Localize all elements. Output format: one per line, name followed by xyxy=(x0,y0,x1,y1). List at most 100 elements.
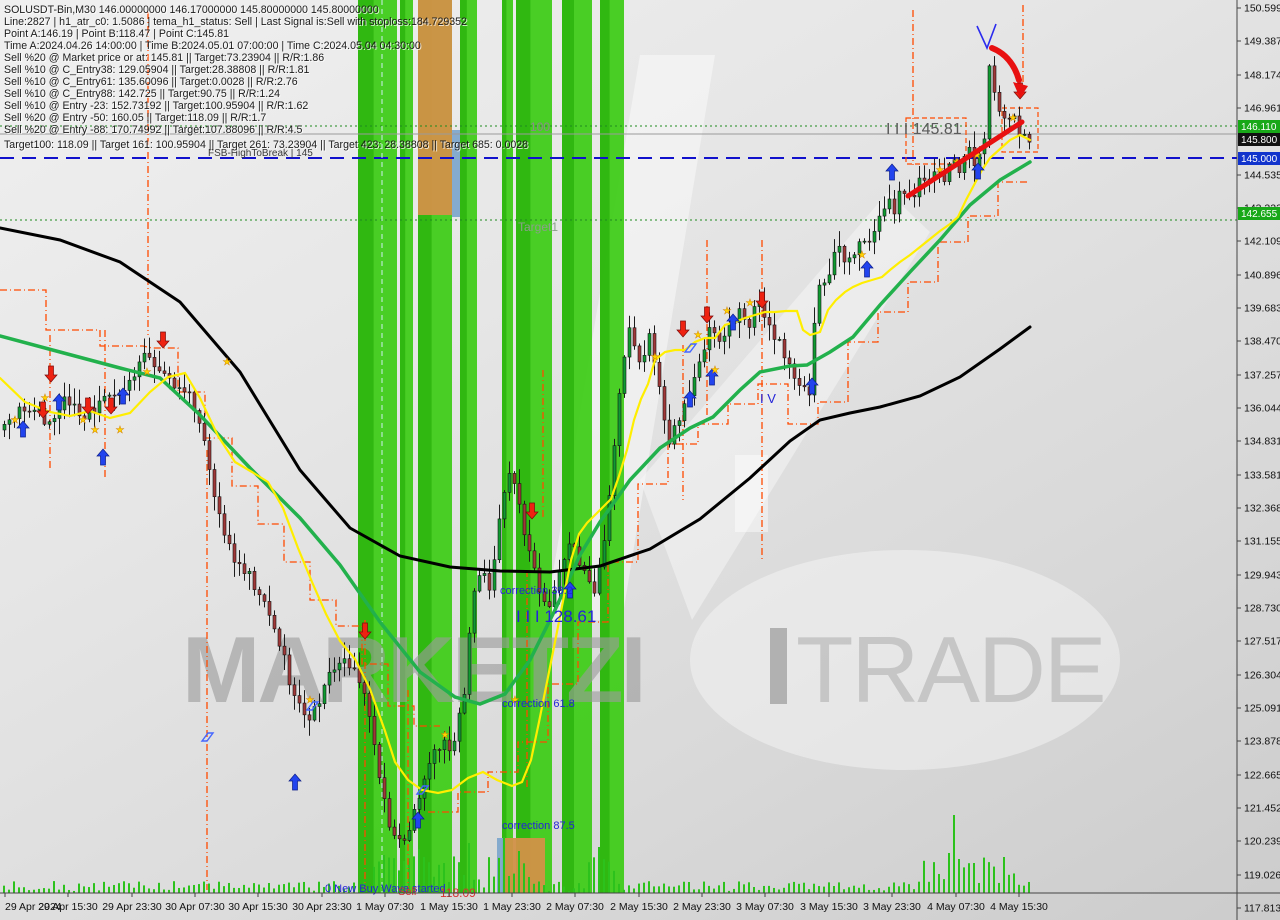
price-axis-label: 123.878 xyxy=(1244,736,1280,748)
open-trade-icon xyxy=(415,785,430,795)
price-axis-label: 131.155 xyxy=(1244,536,1280,548)
time-axis-label: 3 May 15:30 xyxy=(800,901,858,913)
watermark-divider-bar xyxy=(770,628,787,704)
open-trade-icon xyxy=(683,343,698,353)
star-icon: ★ xyxy=(746,298,755,309)
ma-slow-black xyxy=(0,226,1032,574)
buy-arrow-icon xyxy=(971,162,985,180)
price-axis-label: 119.026 xyxy=(1244,870,1280,882)
buy-arrow-icon xyxy=(411,811,425,829)
time-axis-label: 4 May 15:30 xyxy=(990,901,1048,913)
chart-annotation: Sell xyxy=(398,886,416,898)
chart-annotation: I I I 128.61 xyxy=(516,607,596,626)
price-axis-label: 148.174 xyxy=(1244,70,1280,82)
price-axis-label: 136.044 xyxy=(1244,403,1280,415)
sell-arrow-icon xyxy=(81,397,95,415)
open-trade-icon xyxy=(200,732,215,742)
star-icon: ★ xyxy=(41,393,50,404)
sell-arrow-icon xyxy=(676,320,690,338)
time-axis-label: 1 May 07:30 xyxy=(356,901,414,913)
star-icon: ★ xyxy=(116,425,125,436)
buy-arrow-icon xyxy=(563,581,577,599)
price-badge-label: 142.655 xyxy=(1241,209,1278,220)
star-icon: ★ xyxy=(711,365,720,376)
price-badge-label: 145.800 xyxy=(1241,135,1278,146)
star-icon: ★ xyxy=(936,165,945,176)
price-axis-label: 126.304 xyxy=(1244,670,1280,682)
buy-arrow-icon xyxy=(860,260,874,278)
time-axis-label: 30 Apr 23:30 xyxy=(292,901,352,913)
star-icon: ★ xyxy=(91,425,100,436)
time-axis-label: 30 Apr 15:30 xyxy=(228,901,288,913)
correction-zone-blue xyxy=(497,838,505,893)
buy-arrow-icon xyxy=(705,368,719,386)
horizontal-levels xyxy=(0,125,1237,221)
price-badge-label: 145.000 xyxy=(1241,154,1278,165)
buy-arrow-icon xyxy=(288,773,302,791)
price-badge xyxy=(1238,152,1280,165)
chart-annotation: 100 xyxy=(530,120,550,134)
wave-band xyxy=(502,0,513,893)
ma-medium-green xyxy=(0,160,1032,706)
star-icon: ★ xyxy=(441,730,450,741)
star-icon: ★ xyxy=(858,250,867,261)
ma-fast-yellow xyxy=(0,133,1032,795)
time-axis-label: 1 May 23:30 xyxy=(483,901,541,913)
correction-zone-orange xyxy=(418,0,452,215)
chart-annotation: I V xyxy=(760,391,776,406)
watermark-left-text: MARKETZI xyxy=(182,617,644,722)
star-icon: ★ xyxy=(1009,113,1018,124)
chart-annotation: Target1 xyxy=(518,220,558,234)
text-annotations: 100 Target1 I I I 145.81 I I I 128.61 correc… xyxy=(208,120,962,900)
price-axis-label: 144.535 xyxy=(1244,170,1280,182)
correction-zone-blue xyxy=(452,130,460,217)
time-axis-label: 2 May 15:30 xyxy=(610,901,668,913)
price-axis-label: 122.665 xyxy=(1244,770,1280,782)
price-axis-label: 137.257 xyxy=(1244,370,1280,382)
sell-arrow-icon xyxy=(104,397,118,415)
price-axis-label: 133.581 xyxy=(1244,470,1280,482)
price-badge-label: 146.110 xyxy=(1241,122,1277,133)
chart-annotation: I I I 145.81 xyxy=(886,121,962,138)
moving-averages xyxy=(0,133,1032,795)
price-axis-label: 128.730 xyxy=(1244,603,1280,615)
price-badge xyxy=(1238,133,1280,146)
star-icon: ★ xyxy=(694,330,703,341)
trail-upper xyxy=(0,289,440,727)
chart-annotation: correction 61.8 xyxy=(502,698,575,710)
price-axis-label: 140.896 xyxy=(1244,270,1280,282)
chart-annotation: correction 87.5 xyxy=(502,820,575,832)
time-axis-label: 3 May 07:30 xyxy=(736,901,794,913)
star-icon: ★ xyxy=(306,695,315,706)
price-axis-label: 149.387 xyxy=(1244,36,1280,48)
price-axis-label: 138.470 xyxy=(1244,336,1280,348)
price-badge xyxy=(1238,207,1280,220)
sell-arrow-icon xyxy=(700,306,714,324)
star-icon: ★ xyxy=(723,306,732,317)
star-icon: ★ xyxy=(973,150,982,161)
price-axis-label: 134.831 xyxy=(1244,436,1280,448)
buy-arrow-icon xyxy=(52,393,66,411)
time-axis-label: 29 Apr 23:30 xyxy=(102,901,162,913)
red-swoosh-arrow xyxy=(989,45,1022,83)
buy-arrow-icon xyxy=(96,448,110,466)
price-axis-label: 127.517 xyxy=(1244,636,1280,648)
price-axis-label: 117.813 xyxy=(1244,903,1280,915)
volume-bars xyxy=(3,815,1030,893)
time-axis-label: 30 Apr 07:30 xyxy=(165,901,225,913)
time-axis-label: 4 May 07:30 xyxy=(927,901,985,913)
price-axis-label: 121.452 xyxy=(1244,803,1280,815)
chart-annotation: correction 38.2 xyxy=(500,585,573,597)
open-trade-icon xyxy=(305,701,320,711)
brand-watermark: MARKETZI TRADE xyxy=(182,617,1107,722)
check-v-icon xyxy=(976,23,997,51)
star-icon: ★ xyxy=(223,357,232,368)
sell-arrow-icon xyxy=(358,622,372,640)
buy-arrow-icon xyxy=(726,313,740,331)
star-icon: ★ xyxy=(651,352,660,363)
buy-arrow-icon xyxy=(116,387,130,405)
trail-lower xyxy=(428,181,1030,813)
sell-arrow-icon xyxy=(755,291,769,309)
